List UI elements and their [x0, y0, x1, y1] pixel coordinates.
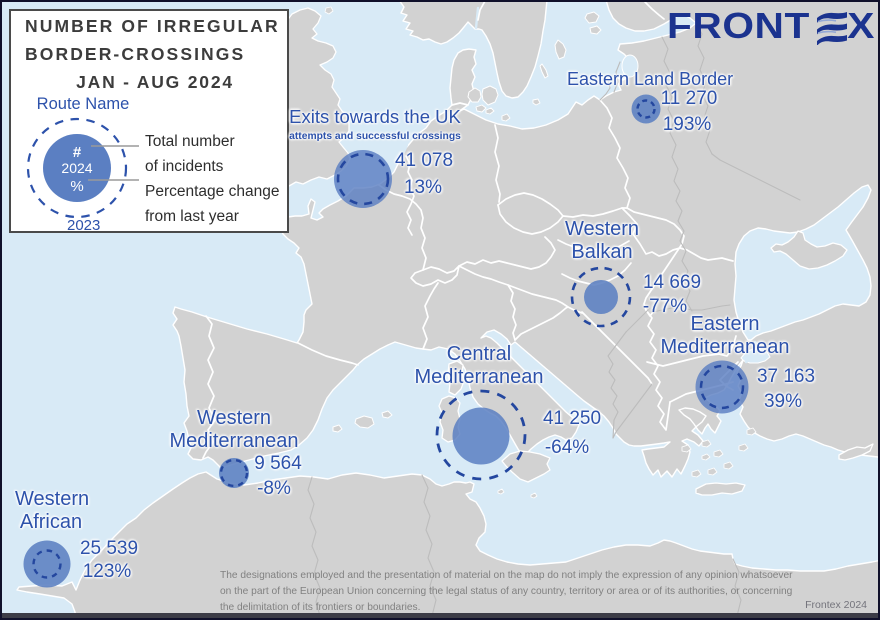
svg-text:FRONT: FRONT: [667, 9, 810, 45]
svg-text:#: #: [73, 144, 82, 161]
svg-text:2024: 2024: [61, 160, 92, 176]
svg-text:%: %: [70, 178, 83, 195]
svg-text:X: X: [847, 9, 875, 45]
